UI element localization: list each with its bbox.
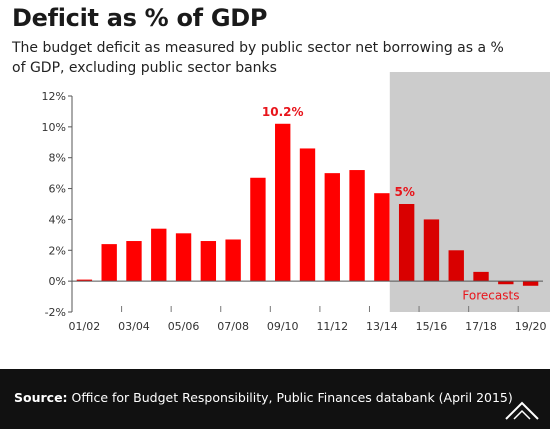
bar-13-14 [374,193,390,282]
x-tick-label: 05/06 [168,320,200,333]
y-tick-label: 12% [42,90,66,103]
bar-05-06 [175,233,192,282]
bar-14-15 [398,204,415,282]
bar-07-08 [225,239,241,282]
source-text: Office for Budget Responsibility, Public… [71,390,513,405]
footer: Source: Office for Budget Responsibility… [0,369,550,429]
x-tick-label: 11/12 [316,320,348,333]
bar-03-04 [126,241,142,282]
bar-04-05 [151,228,167,282]
source-note: Source: Office for Budget Responsibility… [14,390,513,405]
annotation-label: 10.2% [262,105,304,119]
chart-title: Deficit as % of GDP [12,4,268,32]
x-tick-label: 03/04 [118,320,150,333]
bar-09-10 [275,123,291,282]
x-tick-label: 07/08 [217,320,249,333]
x-tick-label: 15/16 [416,320,448,333]
y-tick-label: 4% [49,213,66,226]
annotation-label: 5% [394,185,414,199]
bar-02-03 [101,244,117,282]
source-label: Source: [14,390,68,405]
y-tick-label: 8% [49,152,66,165]
deficit-bar-chart: -2% 0% 2% 4% 6% 8% 10% 12% 01/02 03/04 05/06 07/08 0… [42,72,550,333]
bar-12-13 [349,170,365,282]
full-fact-logo-icon [505,401,539,420]
bar-01-02 [76,279,93,282]
x-tick-label: 13/14 [366,320,398,333]
chart-subtitle: The budget deficit as measured by public… [12,40,504,76]
x-tick-label: 09/10 [267,320,299,333]
y-tick-label: -2% [45,306,66,319]
y-tick-label: 6% [49,183,66,196]
bar-11-12 [324,173,340,282]
y-tick-label: 2% [49,244,66,257]
bar-17-18 [473,271,489,282]
forecast-shaded-region [389,72,550,312]
bar-06-07 [200,241,217,282]
y-tick-label: 10% [42,121,66,134]
x-tick-label: 01/02 [69,320,101,333]
bar-16-17 [448,250,464,282]
x-tick-label: 17/18 [465,320,497,333]
bar-19-20 [522,281,539,286]
bar-15-16 [423,219,440,282]
bar-08-09 [250,177,266,282]
x-tick-label: 19/20 [515,320,547,333]
y-tick-label: 0% [49,275,66,288]
bar-18-19 [498,281,514,285]
forecast-label: Forecasts [462,289,519,303]
bar-10-11 [299,148,316,282]
